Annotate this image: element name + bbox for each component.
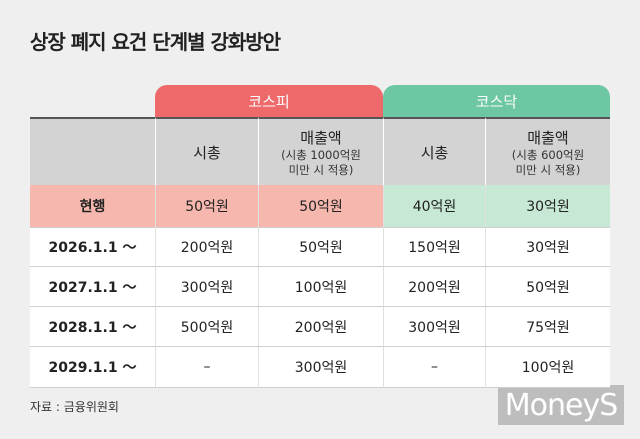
cell: 75억원 <box>485 307 610 347</box>
row-label: 현행 <box>30 185 155 228</box>
row-label: 2029.1.1 ～ <box>30 347 155 388</box>
group-header: 코스닥 <box>383 85 610 117</box>
column-title: 시총 <box>193 143 221 162</box>
logo: MoneyS <box>498 385 624 425</box>
cell: 50억원 <box>258 228 383 267</box>
cell: 40억원 <box>383 185 485 228</box>
column-note: (시총 1000억원 <box>281 147 361 162</box>
source: 자료 : 금융위원회 <box>30 400 119 414</box>
column-note: 미만 시 적용) <box>515 162 581 177</box>
header-cell: 매출액 (시총 1000억원 미만 시 적용) <box>258 117 383 185</box>
header-cell <box>30 117 155 185</box>
cell: – <box>155 347 258 388</box>
row-label: 2027.1.1 ～ <box>30 267 155 307</box>
column-note: (시총 600억원 <box>511 147 585 162</box>
cell: 500억원 <box>155 307 258 347</box>
column-title: 매출액 <box>300 128 342 147</box>
cell: 100억원 <box>485 347 610 388</box>
cell: 200억원 <box>155 228 258 267</box>
header-cell: 시총 <box>383 117 485 185</box>
cell: 100억원 <box>258 267 383 307</box>
cell: 50억원 <box>485 267 610 307</box>
cell: 50억원 <box>155 185 258 228</box>
cell: 300억원 <box>258 347 383 388</box>
column-title: 매출액 <box>527 128 569 147</box>
cell: 300억원 <box>155 267 258 307</box>
column-title: 시총 <box>420 143 449 162</box>
cell: – <box>383 347 485 388</box>
cell: 200억원 <box>258 307 383 347</box>
cell: 150억원 <box>383 228 485 267</box>
cell: 30억원 <box>485 228 610 267</box>
title: 상장 폐지 요건 단계별 강화방안 <box>30 30 281 54</box>
column-note: 미만 시 적용) <box>288 162 354 177</box>
header-cell: 시총 <box>155 117 258 185</box>
cell: 200억원 <box>383 267 485 307</box>
group-header: 코스피 <box>155 85 383 117</box>
cell: 300억원 <box>383 307 485 347</box>
row-label: 2028.1.1 ～ <box>30 307 155 347</box>
cell: 50억원 <box>258 185 383 228</box>
cell: 30억원 <box>485 185 610 228</box>
row-label: 2026.1.1 ～ <box>30 228 155 267</box>
header-cell: 매출액 (시총 600억원 미만 시 적용) <box>485 117 610 185</box>
